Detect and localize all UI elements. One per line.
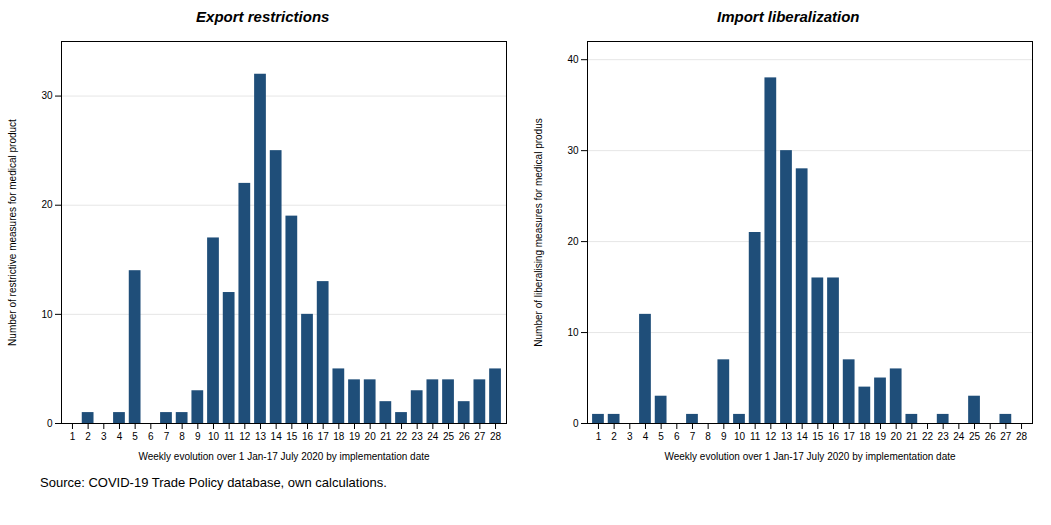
svg-text:4: 4 — [117, 431, 123, 442]
svg-text:27: 27 — [1000, 431, 1012, 442]
svg-text:13: 13 — [781, 431, 793, 442]
html-text:Export restrictions: Export restrictions — [196, 8, 330, 25]
html-text:Source: COVID-19 Trade Policy: Source: COVID-19 Trade Policy database, … — [40, 475, 387, 490]
svg-text:15: 15 — [812, 431, 824, 442]
svg-text:8: 8 — [705, 431, 711, 442]
svg-text:14: 14 — [796, 431, 808, 442]
svg-text:16: 16 — [302, 431, 314, 442]
svg-text:28: 28 — [490, 431, 502, 442]
svg-text:19: 19 — [875, 431, 887, 442]
svg-text:10: 10 — [734, 431, 746, 442]
svg-text:10: 10 — [42, 309, 54, 320]
svg-text:22: 22 — [396, 431, 408, 442]
svg-text:16: 16 — [828, 431, 840, 442]
svg-text:6: 6 — [674, 431, 680, 442]
svg-text:30: 30 — [42, 90, 54, 101]
svg-text:Number of restrictive measures: Number of restrictive measures for medic… — [7, 119, 18, 346]
svg-text:20: 20 — [890, 431, 902, 442]
svg-text:Number of liberalising measure: Number of liberalising measures for medi… — [532, 118, 543, 346]
svg-text:5: 5 — [658, 431, 664, 442]
svg-text:10: 10 — [567, 327, 579, 338]
svg-text:24: 24 — [953, 431, 965, 442]
svg-text:18: 18 — [859, 431, 871, 442]
svg-text:17: 17 — [843, 431, 855, 442]
svg-text:15: 15 — [287, 431, 299, 442]
svg-text:25: 25 — [443, 431, 455, 442]
svg-text:30: 30 — [567, 145, 579, 156]
svg-text:20: 20 — [42, 199, 54, 210]
svg-text:22: 22 — [922, 431, 934, 442]
svg-text:Weekly evolution over 1 Jan-17: Weekly evolution over 1 Jan-17 July 2020… — [664, 451, 956, 462]
svg-text:5: 5 — [133, 431, 139, 442]
svg-text:4: 4 — [642, 431, 648, 442]
html-text:Import liberalization: Import liberalization — [717, 8, 860, 25]
svg-text:21: 21 — [381, 431, 393, 442]
svg-text:2: 2 — [86, 431, 92, 442]
svg-text:11: 11 — [750, 431, 761, 442]
svg-text:28: 28 — [1016, 431, 1028, 442]
svg-text:7: 7 — [689, 431, 695, 442]
svg-text:14: 14 — [271, 431, 283, 442]
svg-text:26: 26 — [459, 431, 471, 442]
svg-text:25: 25 — [969, 431, 981, 442]
svg-text:7: 7 — [164, 431, 170, 442]
svg-text:11: 11 — [224, 431, 235, 442]
svg-text:40: 40 — [567, 54, 579, 65]
svg-text:1: 1 — [595, 431, 601, 442]
svg-text:21: 21 — [906, 431, 918, 442]
svg-text:26: 26 — [984, 431, 996, 442]
svg-text:19: 19 — [349, 431, 361, 442]
svg-text:10: 10 — [208, 431, 220, 442]
svg-text:0: 0 — [573, 418, 579, 429]
svg-text:12: 12 — [765, 431, 777, 442]
svg-text:20: 20 — [567, 236, 579, 247]
svg-text:23: 23 — [937, 431, 949, 442]
svg-text:9: 9 — [721, 431, 727, 442]
svg-text:8: 8 — [180, 431, 186, 442]
svg-text:23: 23 — [412, 431, 424, 442]
svg-text:20: 20 — [365, 431, 377, 442]
svg-text:6: 6 — [148, 431, 154, 442]
svg-text:Weekly evolution over 1 Jan-17: Weekly evolution over 1 Jan-17 July 2020… — [139, 451, 431, 462]
svg-text:27: 27 — [475, 431, 487, 442]
svg-text:24: 24 — [428, 431, 440, 442]
svg-text:2: 2 — [611, 431, 617, 442]
svg-text:9: 9 — [195, 431, 201, 442]
svg-text:3: 3 — [627, 431, 633, 442]
svg-text:12: 12 — [240, 431, 252, 442]
svg-text:0: 0 — [47, 418, 53, 429]
svg-text:18: 18 — [334, 431, 346, 442]
svg-text:1: 1 — [70, 431, 76, 442]
svg-text:3: 3 — [101, 431, 107, 442]
svg-text:17: 17 — [318, 431, 330, 442]
svg-text:13: 13 — [255, 431, 267, 442]
